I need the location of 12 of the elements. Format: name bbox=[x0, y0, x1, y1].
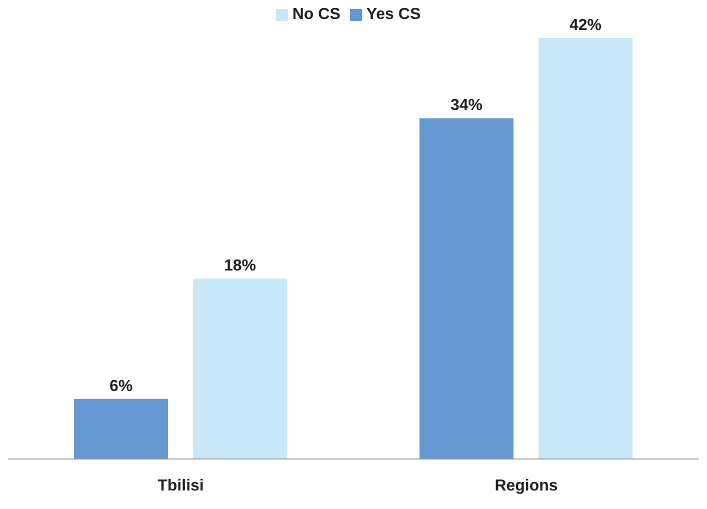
x-tick-label: Tbilisi bbox=[158, 477, 204, 494]
x-tick-label: Regions bbox=[494, 477, 558, 494]
bar bbox=[74, 398, 168, 459]
bar bbox=[538, 38, 632, 459]
legend-label: Yes CS bbox=[366, 6, 421, 23]
data-label: 18% bbox=[224, 258, 256, 275]
data-label: 6% bbox=[109, 378, 133, 395]
data-label: 34% bbox=[450, 97, 483, 114]
bar bbox=[420, 118, 514, 459]
bar bbox=[193, 278, 287, 459]
legend-label: No CS bbox=[292, 6, 340, 23]
data-label: 42% bbox=[569, 17, 602, 34]
